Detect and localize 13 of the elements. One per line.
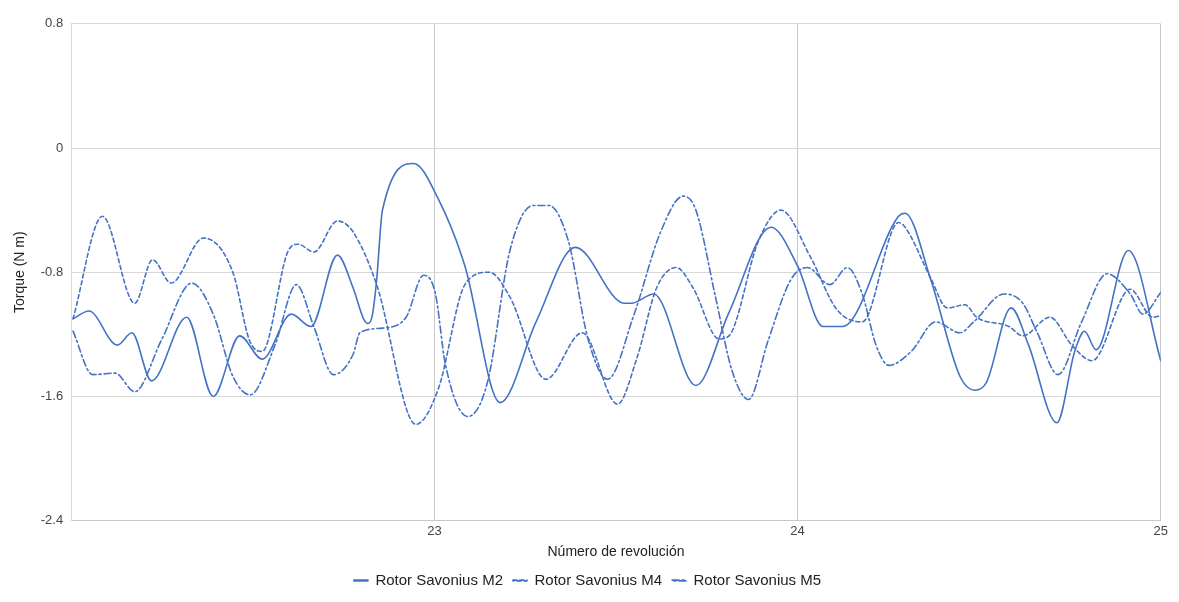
x-tick-label: 24 <box>790 522 805 538</box>
legend-label: Rotor Savonius M2 <box>375 570 503 588</box>
y-axis-title: Torque (N m) <box>11 231 28 314</box>
legend-label: Rotor Savonius M4 <box>534 570 663 588</box>
y-tick-label: -1.6 <box>40 387 64 403</box>
x-axis-title: Número de revolución <box>547 543 685 560</box>
y-tick-label: 0 <box>55 139 64 155</box>
x-tick-label: 25 <box>1153 522 1168 538</box>
y-tick-label: -0.8 <box>40 263 64 279</box>
y-tick-label: -2.4 <box>40 512 64 528</box>
y-tick-label: 0.8 <box>45 15 64 31</box>
legend-label: Rotor Savonius M5 <box>693 570 822 588</box>
x-tick-label: 23 <box>427 522 442 538</box>
